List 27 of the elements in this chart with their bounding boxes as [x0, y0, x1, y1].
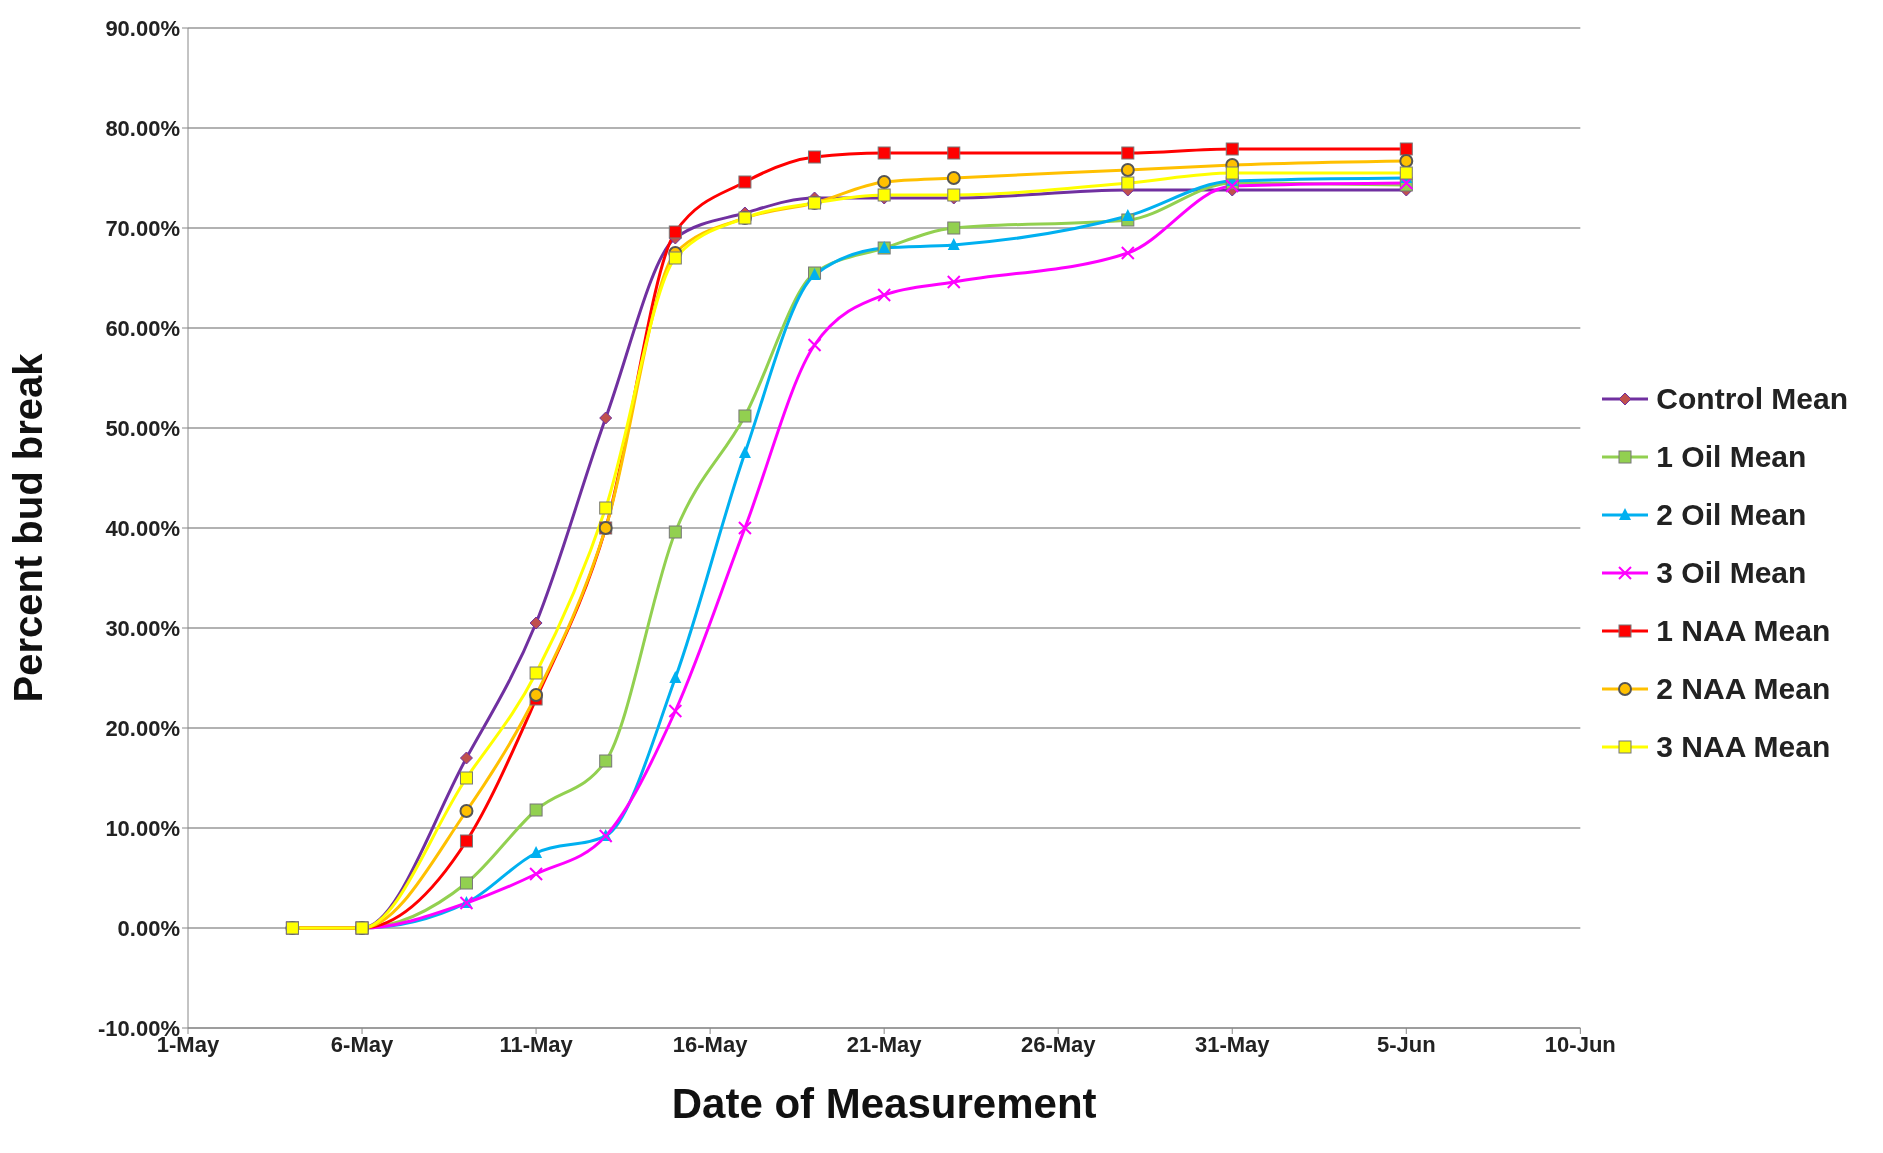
legend-label: 2 Oil Mean	[1656, 498, 1807, 532]
y-tick-label: 70.00%	[105, 215, 180, 241]
y-tick-label: 20.00%	[105, 715, 180, 741]
x-tick-label: 6-May	[330, 1031, 394, 1057]
legend-label: 1 NAA Mean	[1656, 614, 1831, 648]
y-tick-label: 10.00%	[105, 815, 180, 841]
x-tick-label: 10-Jun	[1544, 1031, 1616, 1057]
y-tick-label: 30.00%	[105, 615, 180, 641]
y-tick-label: 80.00%	[105, 115, 180, 141]
x-tick-label: 31-May	[1194, 1031, 1271, 1057]
x-tick-label: 21-May	[846, 1031, 923, 1057]
y-tick-label: 90.00%	[105, 15, 180, 41]
legend-label: 3 Oil Mean	[1656, 556, 1807, 590]
legend-label: 2 NAA Mean	[1656, 672, 1831, 706]
x-axis-title: Date of Measurement	[671, 1080, 1097, 1127]
x-tick-label: 5-Jun	[1376, 1031, 1436, 1057]
legend-label: 1 Oil Mean	[1656, 440, 1807, 474]
x-tick-label: 11-May	[499, 1031, 574, 1057]
x-tick-label: 26-May	[1020, 1031, 1097, 1057]
legend-label: 3 NAA Mean	[1656, 730, 1831, 764]
legend-label: Control Mean	[1656, 382, 1848, 416]
y-tick-label: 0.00%	[117, 915, 180, 941]
y-tick-label: 60.00%	[105, 315, 180, 341]
y-axis-title: Percent bud break	[6, 352, 51, 703]
x-tick-label: 16-May	[672, 1031, 749, 1057]
y-tick-label: 40.00%	[105, 515, 180, 541]
y-tick-label: 50.00%	[105, 415, 180, 441]
